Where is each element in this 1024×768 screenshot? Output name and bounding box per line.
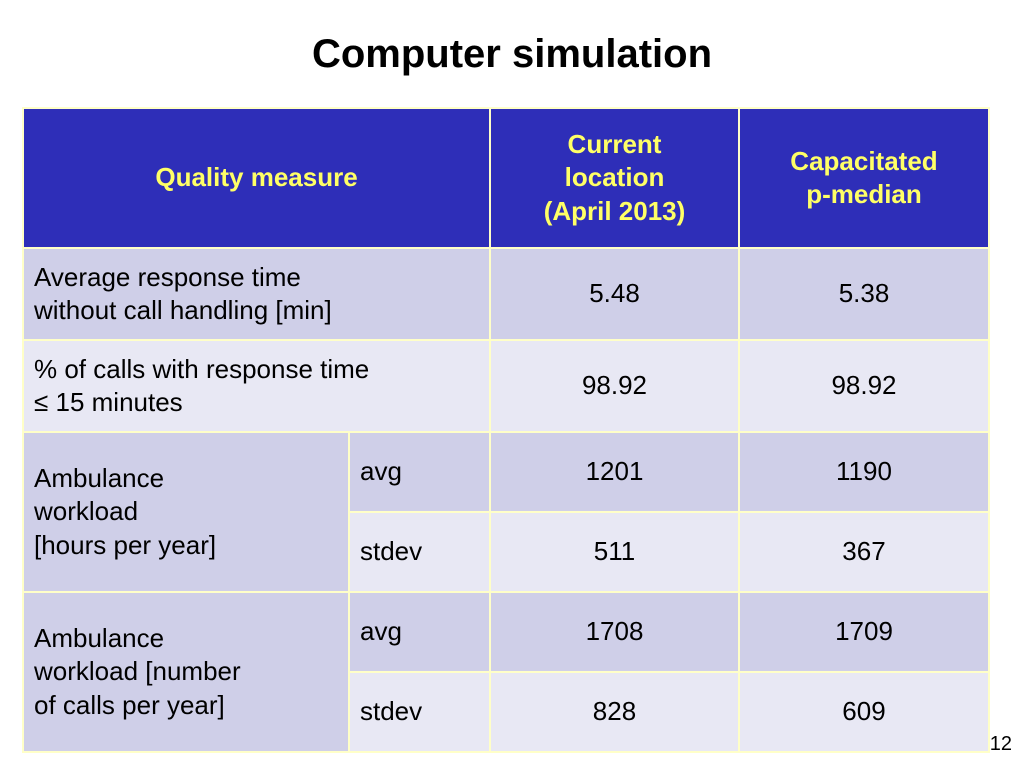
- data-row: Ambulance workload [number of calls per …: [22, 591, 990, 753]
- stat-label: avg: [348, 591, 491, 673]
- data-row: stdev 828 609: [23, 671, 990, 753]
- results-table: Quality measure Current location (April 2…: [22, 107, 990, 753]
- stat-label: stdev: [348, 671, 491, 753]
- header-cell: Capacitated p-median: [738, 107, 990, 249]
- value-cell: 1709: [738, 591, 990, 673]
- data-row: Ambulance workload [hours per year] avg 12…: [22, 431, 990, 593]
- data-row: stdev 511 367: [23, 511, 990, 593]
- value-cell: 1201: [489, 431, 740, 513]
- stat-label: avg: [348, 431, 491, 513]
- value-cell: 511: [489, 511, 740, 593]
- header-cell: Current location (April 2013): [489, 107, 740, 249]
- table-body: Quality measure Current location (April 2…: [22, 107, 990, 753]
- value-cell: 367: [738, 511, 990, 593]
- value-cell: 5.48: [489, 247, 740, 341]
- header-cell: Quality measure: [22, 107, 491, 249]
- value-cell: 828: [489, 671, 740, 753]
- data-row: % of calls with response time ≤ 15 minut…: [22, 339, 990, 433]
- value-cell: 609: [738, 671, 990, 753]
- slide-title: Computer simulation: [311, 32, 713, 76]
- row-label: Average response time without call handl…: [22, 247, 491, 341]
- stat-label: stdev: [348, 511, 491, 593]
- data-row: Average response time without call handl…: [22, 247, 990, 341]
- header-row: Quality measure Current location (April 2…: [22, 107, 990, 249]
- value-cell: 98.92: [738, 339, 990, 433]
- value-cell: 98.92: [489, 339, 740, 433]
- value-cell: 1190: [738, 431, 990, 513]
- page-number: 12: [989, 733, 1012, 755]
- value-cell: 1708: [489, 591, 740, 673]
- value-cell: 5.38: [738, 247, 990, 341]
- group-label: Ambulance workload [number of calls per …: [22, 591, 350, 753]
- group-label: Ambulance workload [hours per year]: [22, 431, 350, 593]
- row-label: % of calls with response time ≤ 15 minut…: [22, 339, 491, 433]
